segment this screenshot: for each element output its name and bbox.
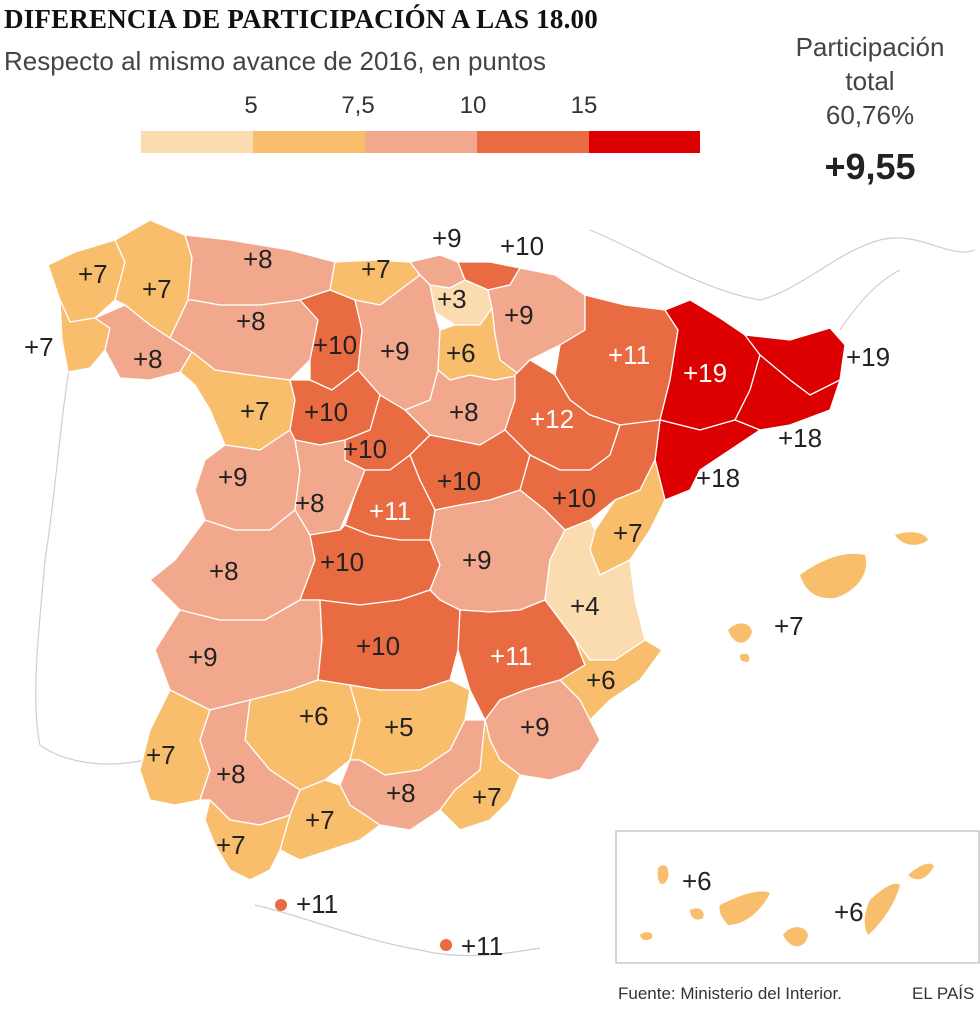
label-alava: +3	[437, 284, 467, 314]
label-guadalajara: +10	[437, 466, 481, 496]
label-albacete: +11	[490, 641, 532, 671]
label-alicante: +6	[586, 665, 616, 695]
island-menorca[interactable]	[895, 532, 928, 545]
label-navarra: +9	[504, 300, 534, 330]
legend-swatch-1	[141, 131, 253, 153]
label-leon: +8	[236, 306, 266, 336]
map-title: DIFERENCIA DE PARTICIPACIÓN A LAS 18.00	[4, 4, 598, 34]
label-murcia: +9	[520, 712, 550, 742]
total-turnout-difference: +9,55	[824, 146, 916, 187]
label-granada: +8	[386, 778, 416, 808]
total-turnout-block: Participación total 60,76%	[770, 30, 970, 132]
label-ciudad-real: +10	[356, 631, 400, 661]
legend-swatch-4	[477, 131, 589, 153]
province-alicante[interactable]	[559, 639, 663, 721]
island-el-hierro[interactable]	[640, 932, 653, 941]
label-la-rioja: +6	[446, 338, 476, 368]
label-sevilla: +8	[216, 759, 246, 789]
canary-islands-west[interactable]	[640, 865, 770, 941]
source-note: Fuente: Ministerio del Interior.	[618, 984, 842, 1003]
label-canarias-west: +6	[682, 866, 712, 896]
province-barcelona[interactable]	[734, 354, 841, 431]
island-formentera[interactable]	[739, 653, 750, 662]
label-huesca: +11	[608, 340, 650, 370]
island-la-gomera[interactable]	[690, 908, 704, 920]
label-burgos: +9	[380, 336, 410, 366]
total-label-line2: total	[845, 66, 895, 96]
label-huelva: +7	[146, 740, 176, 770]
legend-tick-1: 5	[244, 92, 258, 119]
label-zamora: +7	[240, 396, 270, 426]
neighbour-outlines	[35, 229, 976, 957]
label-ceuta: +11	[296, 889, 338, 919]
province-almeria[interactable]	[439, 719, 521, 831]
label-bizkaia: +9	[432, 223, 462, 253]
brand-logo-text: EL PAÍS	[912, 984, 975, 1003]
total-turnout-value: 60,76%	[825, 100, 915, 130]
label-teruel: +10	[552, 483, 596, 513]
legend-swatch-5	[589, 131, 700, 153]
label-canarias-east: +6	[834, 897, 864, 927]
label-soria: +8	[449, 397, 479, 427]
island-tenerife[interactable]	[719, 891, 770, 925]
ceuta-marker[interactable]	[275, 899, 287, 911]
label-cuenca: +9	[462, 545, 492, 575]
island-gran-canaria[interactable]	[783, 927, 808, 947]
legend-swatch-3	[365, 131, 477, 153]
legend-tick-4: 15	[570, 92, 598, 119]
label-avila: +8	[295, 488, 325, 518]
island-la-palma[interactable]	[657, 865, 669, 884]
balearic-islands[interactable]	[728, 532, 928, 662]
label-valencia: +4	[570, 591, 600, 621]
label-badajoz: +9	[188, 642, 218, 672]
label-almeria: +7	[472, 782, 502, 812]
label-gipuzkoa: +10	[500, 231, 544, 261]
label-zaragoza: +12	[530, 404, 574, 434]
label-asturias: +8	[243, 244, 273, 274]
value-labels: +7 +7 +7 +8 +8 +7 +9 +10 +3 +9 +8 +10 +9…	[24, 223, 890, 961]
label-malaga: +7	[305, 805, 335, 835]
label-caceres: +8	[209, 556, 239, 586]
total-label-line1: Participación	[795, 32, 945, 62]
label-segovia: +10	[343, 434, 387, 464]
label-madrid: +11	[369, 496, 411, 526]
melilla-marker[interactable]	[440, 939, 452, 951]
province-cadiz[interactable]	[204, 799, 291, 881]
island-ibiza[interactable]	[728, 623, 752, 643]
label-valladolid: +10	[304, 397, 348, 427]
label-pontevedra: +7	[24, 332, 54, 362]
label-melilla: +11	[461, 931, 503, 961]
map-subtitle: Respecto al mismo avance de 2016, en pun…	[4, 46, 547, 76]
canary-islands-east[interactable]	[783, 863, 934, 947]
island-lanzarote[interactable]	[908, 863, 934, 880]
label-barcelona: +18	[778, 423, 822, 453]
label-palencia: +10	[313, 330, 357, 360]
label-lugo: +7	[142, 274, 172, 304]
label-tarragona: +18	[696, 463, 740, 493]
label-cadiz: +7	[216, 830, 246, 860]
label-girona: +19	[846, 342, 890, 372]
legend-swatch-2	[253, 131, 365, 153]
color-legend: 5 7,5 10 15	[0, 0, 980, 160]
label-cantabria: +7	[361, 254, 391, 284]
canary-inset-frame	[615, 830, 980, 964]
label-jaen: +5	[384, 712, 414, 742]
island-fuerteventura[interactable]	[864, 883, 900, 935]
legend-tick-3: 10	[459, 92, 487, 119]
label-a-coruna: +7	[78, 259, 108, 289]
label-ourense: +8	[133, 344, 163, 374]
provinces	[47, 219, 846, 881]
label-castellon: +7	[613, 518, 643, 548]
island-mallorca[interactable]	[800, 553, 867, 599]
label-toledo: +10	[320, 547, 364, 577]
label-cordoba: +6	[299, 701, 329, 731]
label-baleares: +7	[774, 611, 804, 641]
label-salamanca: +9	[218, 462, 248, 492]
legend-tick-2: 7,5	[341, 92, 375, 119]
label-lleida: +19	[683, 358, 727, 388]
